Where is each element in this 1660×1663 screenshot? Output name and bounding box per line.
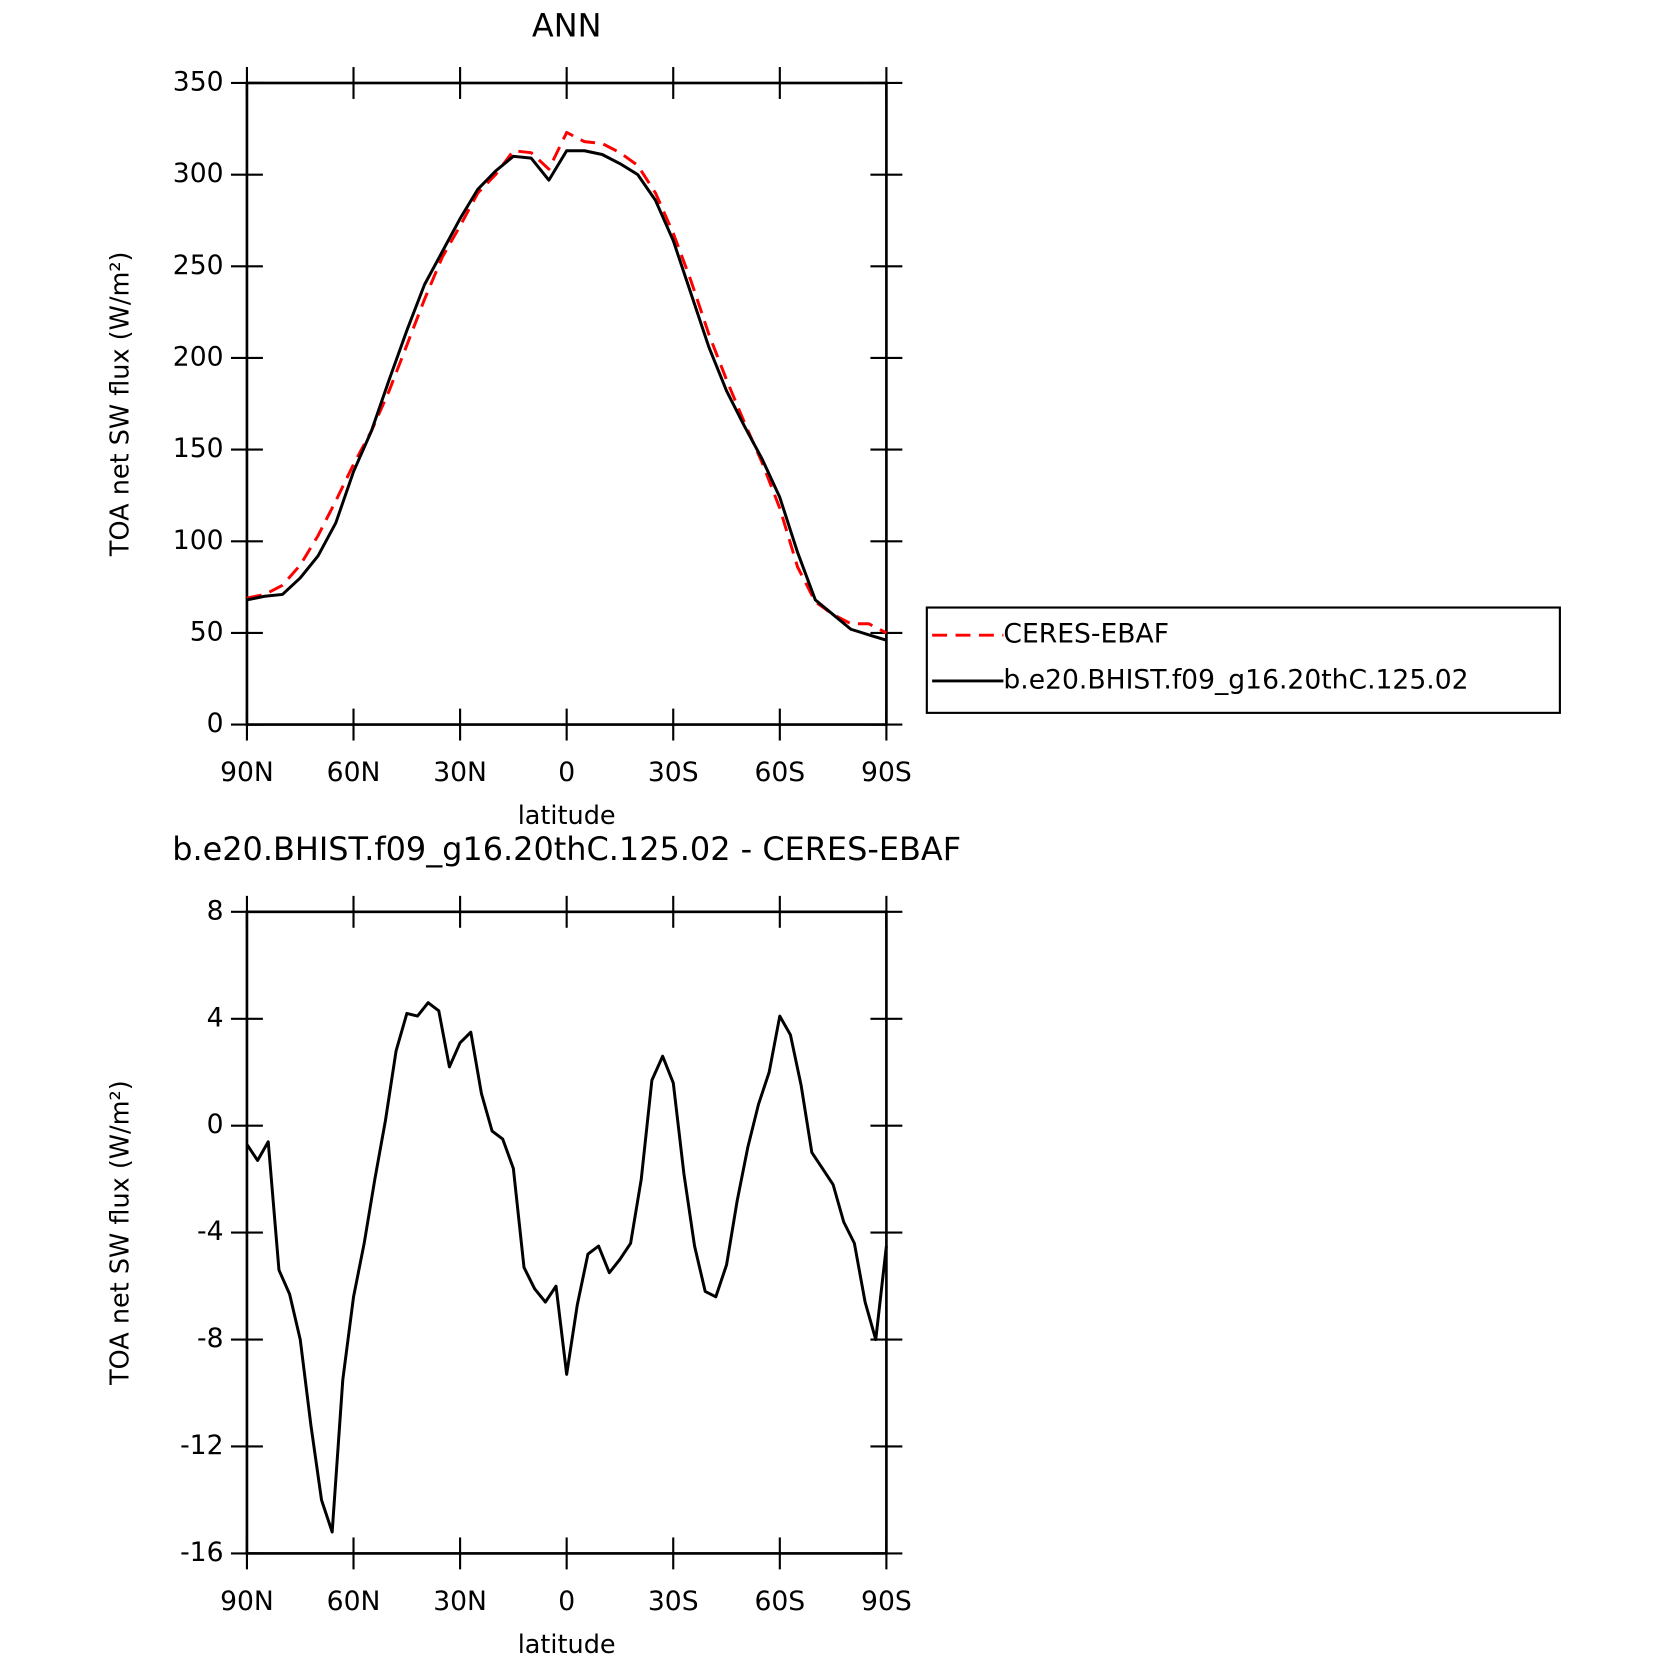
x-tick-label: 60S (754, 1586, 805, 1617)
y-tick-label: 8 (207, 895, 224, 926)
legend-box (925, 606, 1561, 714)
y-tick-label: 0 (207, 1109, 224, 1140)
plot-frame (245, 81, 888, 726)
y-tick-label: 300 (173, 158, 224, 189)
x-tick-label: 90S (861, 757, 912, 788)
y-tick-label: -12 (180, 1430, 223, 1461)
y-tick-label: 50 (190, 616, 224, 647)
x-tick-label: 90N (220, 1586, 274, 1617)
y-tick-label: -8 (197, 1323, 224, 1354)
x-tick-label: 0 (558, 1586, 575, 1617)
y-tick-label: -16 (180, 1537, 223, 1568)
data-line (245, 1001, 888, 1534)
y-tick-label: 150 (173, 433, 224, 464)
legend: CERES-EBAF b.e20.BHIST.f09_g16.20thC.125.… (925, 606, 1561, 714)
x-tick-label: 60N (327, 1586, 381, 1617)
x-tick-label: 30S (648, 757, 699, 788)
y-tick-label: 100 (173, 525, 224, 556)
legend-label: CERES-EBAF (1003, 619, 1169, 650)
y-tick-label: 4 (207, 1002, 224, 1033)
y-tick-label: 200 (173, 341, 224, 372)
y-tick-label: -4 (197, 1216, 224, 1247)
x-tick-label: 0 (558, 757, 575, 788)
data-line (246, 149, 887, 642)
chart-title: b.e20.BHIST.f09_g16.20thC.125.02 - CERES… (172, 830, 961, 868)
y-axis-label: TOA net SW flux (W/m²) (105, 1080, 135, 1386)
x-axis-label: latitude (518, 801, 616, 831)
y-tick-label: 0 (207, 708, 224, 739)
x-tick-label: 30N (433, 1586, 487, 1617)
data-line (246, 130, 888, 635)
x-tick-label: 30N (433, 757, 487, 788)
x-tick-label: 30S (648, 1586, 699, 1617)
x-tick-label: 90S (861, 1586, 912, 1617)
y-tick-label: 350 (173, 66, 224, 97)
x-tick-label: 60N (327, 757, 381, 788)
plot-frame (245, 910, 888, 1555)
chart-title: ANN (532, 7, 602, 45)
x-tick-label: 60S (754, 757, 805, 788)
x-axis-label: latitude (518, 1630, 616, 1660)
legend-label: b.e20.BHIST.f09_g16.20thC.125.02 (1003, 664, 1468, 695)
y-axis-label: TOA net SW flux (W/m²) (105, 251, 135, 557)
y-tick-label: 250 (173, 250, 224, 281)
x-tick-label: 90N (220, 757, 274, 788)
